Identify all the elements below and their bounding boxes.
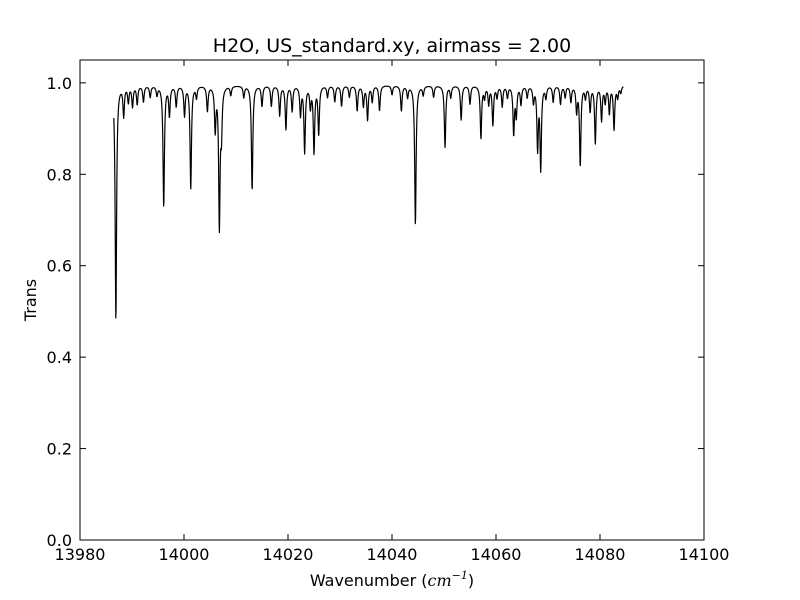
x-tick-label: 14000 xyxy=(159,545,210,564)
x-tick-label: 13980 xyxy=(55,545,106,564)
ticks-layer: 13980 14000 14020 14040 14060 14080 14100 0.0 0.… xyxy=(47,60,730,564)
y-tick-label: 0.6 xyxy=(47,257,72,276)
plot-frame xyxy=(79,59,705,541)
x-tick-label: 14060 xyxy=(471,545,522,564)
y-tick-label: 0.8 xyxy=(47,165,72,184)
plot-line-layer xyxy=(113,85,624,319)
x-tick-label: 14100 xyxy=(679,545,730,564)
x-axis-unit-exponent: −1 xyxy=(452,569,468,582)
x-axis-title-text: Wavenumber ( xyxy=(310,571,428,590)
y-tick-label: 0.0 xyxy=(47,531,72,550)
x-tick-label: 14020 xyxy=(263,545,314,564)
chart-title: H2O, US_standard.xy, airmass = 2.00 xyxy=(213,35,571,57)
x-tick-label: 14080 xyxy=(575,545,626,564)
x-axis-unit: cm xyxy=(428,571,452,590)
x-tick-label: 14040 xyxy=(367,545,418,564)
y-tick-label: 1.0 xyxy=(47,74,72,93)
x-axis-title: Wavenumber (cm−1) xyxy=(310,569,474,590)
y-axis-title: Trans xyxy=(21,279,40,322)
transmission-series-line xyxy=(113,85,624,319)
y-tick-label: 0.4 xyxy=(47,348,72,367)
x-axis-title-close: ) xyxy=(468,571,474,590)
y-tick-label: 0.2 xyxy=(47,440,72,459)
